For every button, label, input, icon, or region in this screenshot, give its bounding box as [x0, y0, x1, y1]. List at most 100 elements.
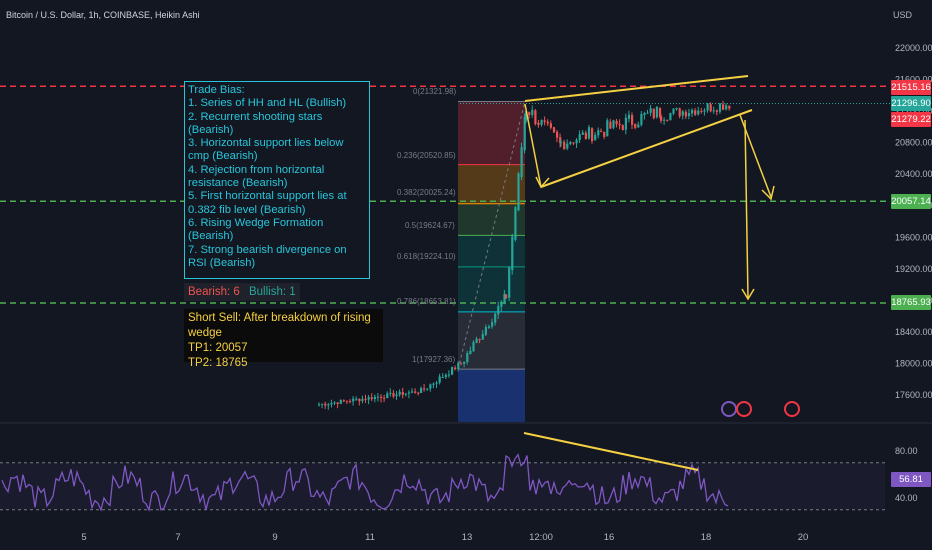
candle [700, 110, 703, 112]
candle [463, 361, 466, 364]
candle [339, 399, 342, 404]
candle [484, 327, 487, 335]
candle [531, 109, 534, 115]
last-price-tag: 21296.90 [891, 96, 931, 111]
fib-label-0618: 0.618(19224.10) [397, 252, 456, 261]
fib-zone [458, 235, 525, 267]
time-tick-label: 11 [365, 532, 375, 543]
candle [706, 103, 709, 111]
candle [318, 404, 321, 406]
price-tick-label: 20800.00 [895, 138, 932, 148]
candle [546, 121, 549, 124]
candle [658, 107, 662, 118]
candle [687, 113, 691, 117]
time-tick-label: 16 [604, 532, 615, 543]
candle [675, 108, 678, 110]
short-sell-title: Short Sell: After breakdown of rising we… [188, 312, 371, 339]
candle [618, 123, 621, 126]
resistance-price-tag: 21515.16 [891, 80, 931, 95]
candle [511, 236, 514, 271]
price-tick-label: 21600.00 [895, 75, 932, 85]
tp1-price-tag: 20057.14 [891, 194, 931, 209]
candle [508, 267, 511, 298]
rsi-line [1, 453, 729, 512]
trade-bias-title: Trade Bias: [188, 84, 245, 96]
candle [411, 391, 414, 393]
candle [684, 111, 687, 117]
bearish-count: Bearish: 6 [188, 286, 240, 298]
candle [655, 106, 658, 118]
candle [681, 111, 684, 116]
candle [528, 112, 531, 116]
candle [703, 110, 706, 112]
rsi-band [0, 462, 885, 510]
candle [523, 117, 526, 151]
candle [481, 334, 484, 340]
fib-trend-line [457, 101, 526, 370]
candle [559, 137, 562, 144]
candle [441, 377, 444, 379]
candle [722, 104, 725, 110]
lightning-event-icon [721, 401, 737, 417]
candle [392, 392, 395, 397]
candle [426, 388, 429, 390]
candle [380, 396, 383, 398]
fib-zone [458, 203, 525, 236]
candle [466, 353, 469, 362]
rsi-tick-label: 40.00 [895, 493, 918, 503]
time-tick-label: 7 [175, 532, 180, 543]
tp1-label: TP1: 20057 [188, 342, 248, 354]
price-tick-label: 18000.00 [895, 358, 932, 368]
candle [383, 397, 386, 399]
candle [584, 132, 587, 139]
candle [321, 403, 324, 405]
candle [572, 142, 575, 144]
trade-bias-item: 2. Recurrent shooting stars (Bearish) [188, 110, 323, 136]
candle [364, 398, 367, 400]
time-tick-label: 5 [81, 532, 86, 543]
fib-label-0786: 0.786(18653.81) [397, 297, 456, 306]
fib-label-0382: 0.382(20025.24) [397, 188, 456, 197]
tp1-arrowhead [761, 185, 775, 201]
tp2-projection-arrow [744, 119, 749, 299]
candle [643, 113, 646, 116]
candle [373, 396, 376, 399]
candle [432, 383, 435, 385]
candle [612, 120, 615, 128]
candle [615, 121, 618, 125]
candle [627, 114, 631, 119]
candle [660, 116, 663, 121]
candle [500, 301, 503, 307]
fib-label-0: 0(21321.98) [413, 87, 457, 96]
candle [327, 404, 330, 406]
candle [694, 110, 697, 115]
candle [678, 108, 681, 117]
trade-bias-item: 1. Series of HH and HL (Bullish) [188, 97, 347, 110]
candle [594, 134, 597, 140]
candle [352, 398, 355, 402]
price-tick-label: 17600.00 [895, 390, 932, 400]
bias-score: Bearish: 6 Bullish: 1 [184, 283, 300, 301]
candles-group [318, 100, 731, 410]
flag-event-icon [736, 401, 752, 417]
candle [525, 111, 528, 121]
candle [438, 376, 441, 383]
time-tick-label: 12:00 [529, 532, 553, 543]
price-tick-label: 22000.00 [895, 43, 932, 53]
candle [597, 130, 600, 136]
candle [423, 388, 426, 390]
candle [429, 384, 432, 389]
fib-zone-extension [458, 369, 525, 422]
candle [563, 141, 566, 150]
candle [435, 382, 438, 384]
candle [640, 113, 643, 125]
candle [697, 110, 700, 115]
fib-label-0236: 0.236(20520.85) [397, 151, 456, 160]
candle [691, 109, 694, 114]
candle [487, 326, 491, 328]
candle [342, 400, 345, 402]
candle [669, 112, 672, 121]
candle [336, 402, 339, 405]
tp2-label: TP2: 18765 [188, 357, 248, 369]
